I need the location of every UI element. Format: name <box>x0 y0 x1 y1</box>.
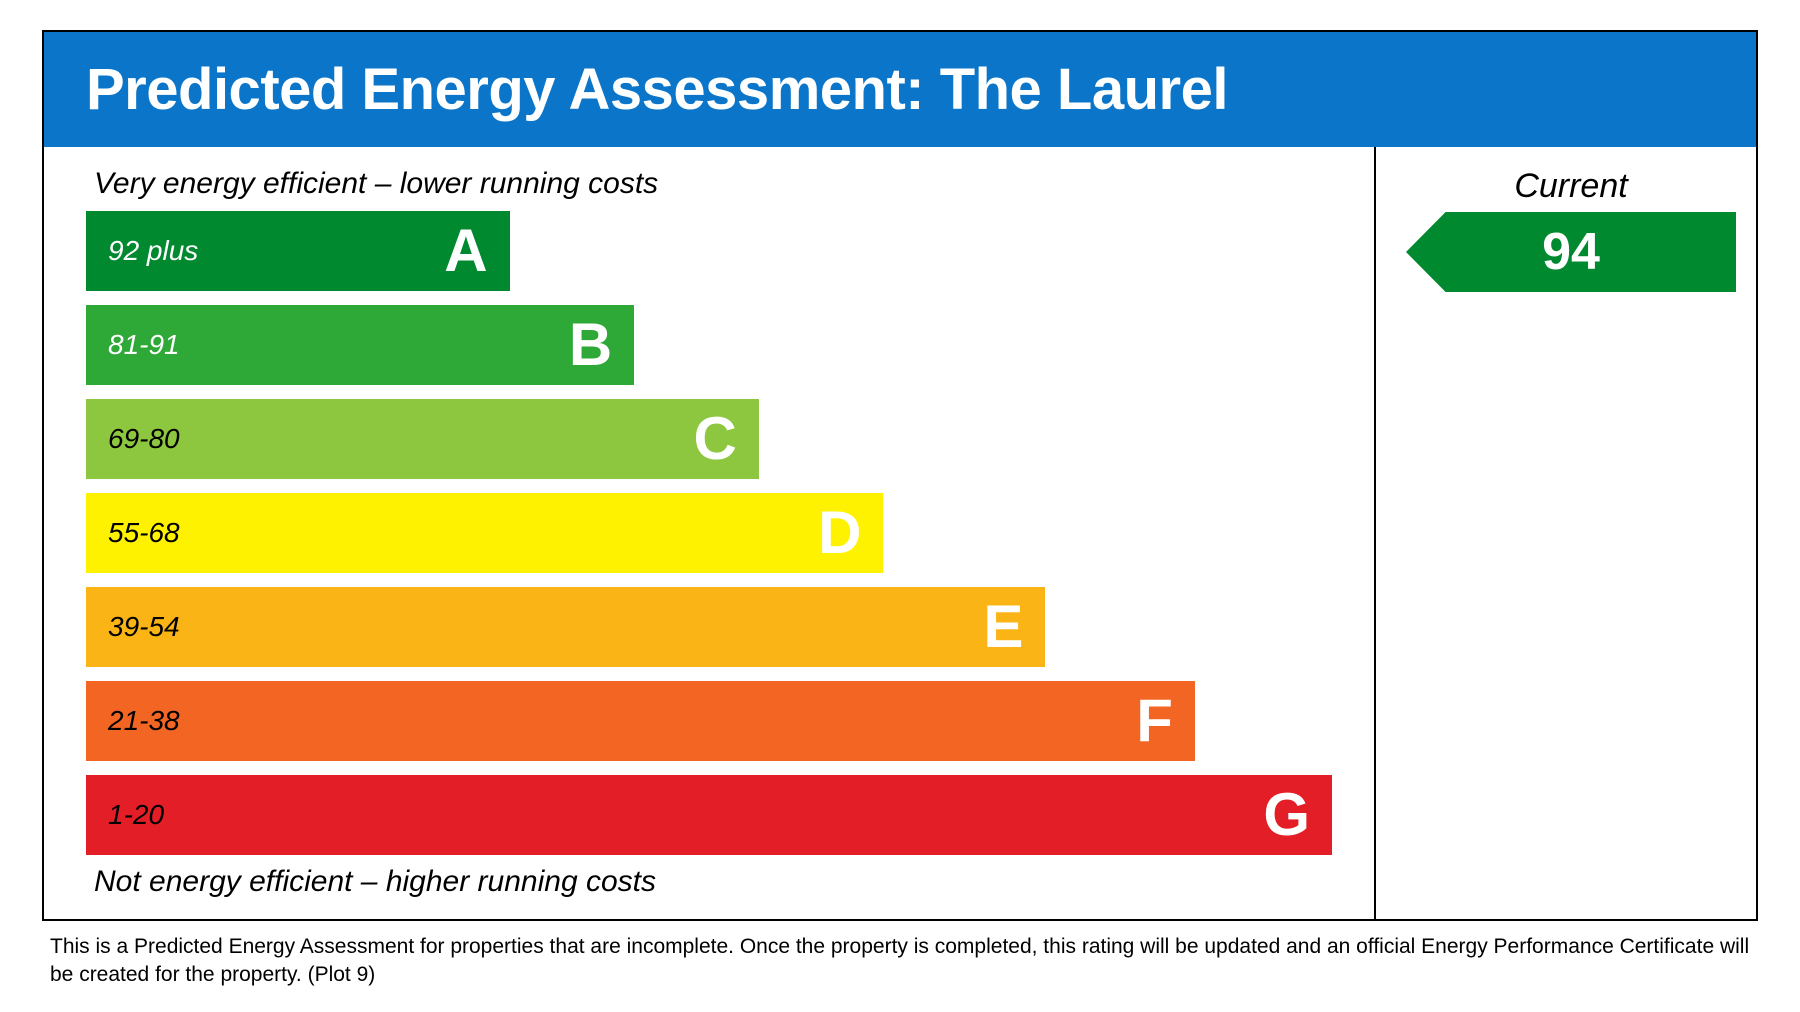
rating-bar-b: 81-91 B <box>86 305 634 385</box>
rating-range: 1-20 <box>108 799 164 831</box>
rating-grade: D <box>818 503 861 563</box>
epc-left-panel: Very energy efficient – lower running co… <box>44 147 1376 919</box>
epc-title: Predicted Energy Assessment: The Laurel <box>86 57 1228 122</box>
rating-grade: C <box>693 409 736 469</box>
rating-bar-f: 21-38 F <box>86 681 1195 761</box>
rating-range: 21-38 <box>108 705 180 737</box>
epc-header: Predicted Energy Assessment: The Laurel <box>44 32 1756 147</box>
current-rating-arrow: 94 <box>1406 212 1736 292</box>
rating-range: 81-91 <box>108 329 180 361</box>
rating-bar-a: 92 plus A <box>86 211 510 291</box>
current-rating-value: 94 <box>1542 222 1600 282</box>
rating-bar-d: 55-68 D <box>86 493 883 573</box>
rating-range: 39-54 <box>108 611 180 643</box>
epc-container: Predicted Energy Assessment: The Laurel … <box>42 30 1758 921</box>
top-efficiency-label: Very energy efficient – lower running co… <box>94 167 1332 201</box>
rating-bar-c: 69-80 C <box>86 399 759 479</box>
epc-right-panel: Current 94 <box>1376 147 1756 919</box>
rating-range: 92 plus <box>108 235 198 267</box>
rating-range: 55-68 <box>108 517 180 549</box>
current-label: Current <box>1406 167 1736 206</box>
epc-body: Very energy efficient – lower running co… <box>44 147 1756 919</box>
current-arrow-wrap: 94 <box>1406 212 1736 292</box>
rating-grade: F <box>1136 691 1173 751</box>
rating-bar-e: 39-54 E <box>86 587 1045 667</box>
rating-range: 69-80 <box>108 423 180 455</box>
bottom-efficiency-label: Not energy efficient – higher running co… <box>94 865 1332 899</box>
rating-grade: G <box>1263 785 1310 845</box>
rating-bar-g: 1-20 G <box>86 775 1332 855</box>
rating-grade: A <box>444 221 487 281</box>
rating-grade: E <box>983 597 1023 657</box>
rating-grade: B <box>569 315 612 375</box>
footnote: This is a Predicted Energy Assessment fo… <box>42 933 1758 990</box>
rating-bars: 92 plus A 81-91 B 69-80 C 55-68 D 39-54 E 21-38 F 1-… <box>86 211 1332 855</box>
